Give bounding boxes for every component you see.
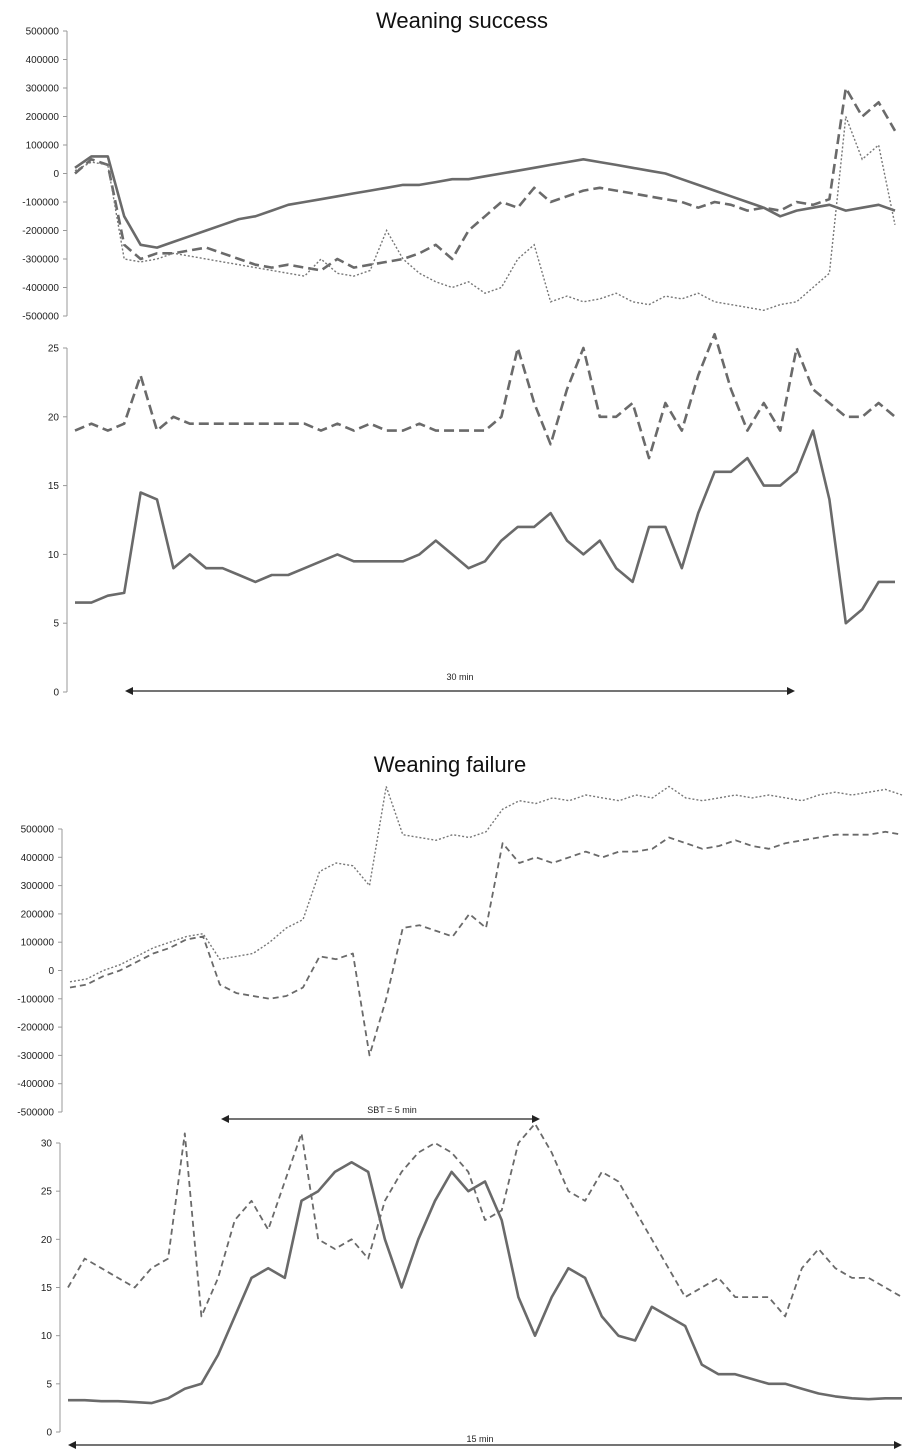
series-line-solid — [74, 155, 896, 249]
y-tick-label: 500000 — [26, 27, 60, 38]
chart-failure-bottom: 30 25 20 15 10 5 0 15 min — [41, 1122, 903, 1449]
duration-label: SBT = 5 min — [367, 1105, 417, 1115]
arrow-head-left — [125, 687, 133, 695]
y-tick-label: 100000 — [26, 141, 60, 152]
title-weaning-failure: Weaning failure — [374, 752, 526, 777]
y-tick-label: 15 — [41, 1283, 53, 1294]
arrow-head-left — [68, 1441, 76, 1449]
y-tick-label: 10 — [48, 550, 60, 561]
series-line-dash — [69, 830, 903, 1057]
y-tick-label: 5 — [53, 619, 59, 630]
y-tick-label: 0 — [53, 688, 59, 699]
y-tick-label: -400000 — [17, 1079, 54, 1090]
y-tick-label: -100000 — [17, 994, 54, 1005]
series-line-solid — [68, 1161, 902, 1405]
series-line-dot — [74, 116, 896, 312]
y-tick-label: 0 — [53, 169, 59, 180]
y-tick-label: 500000 — [21, 825, 55, 836]
arrow-head-left — [221, 1115, 229, 1123]
y-tick-label: -300000 — [22, 255, 59, 266]
y-tick-label: -500000 — [22, 312, 59, 323]
chart-failure-top: 500000 400000 300000 200000 100000 0 -100000 -2… — [17, 785, 903, 1123]
series-line-dash — [74, 332, 896, 460]
y-tick-label: 300000 — [26, 84, 60, 95]
series-line-solid — [75, 429, 895, 625]
y-tick-label: 400000 — [26, 55, 60, 66]
y-tick-label: -200000 — [17, 1023, 54, 1034]
arrow-head-right — [532, 1115, 540, 1123]
y-tick-label: 0 — [46, 1428, 52, 1439]
y-tick-label: 200000 — [21, 909, 55, 920]
y-tick-label: 400000 — [21, 853, 55, 864]
chart-success-top: 500000 400000 300000 200000 100000 0 -100000 -2… — [22, 27, 897, 323]
chart-success-bottom: 25 20 15 10 5 0 30 min — [48, 332, 896, 699]
y-tick-label: 30 — [41, 1139, 53, 1150]
arrow-head-right — [787, 687, 795, 695]
y-tick-label: 25 — [41, 1187, 53, 1198]
duration-label: 15 min — [466, 1434, 493, 1444]
duration-label: 30 min — [446, 672, 473, 682]
series-line-dash — [67, 1122, 903, 1318]
y-tick-label: -500000 — [17, 1108, 54, 1119]
y-tick-label: -200000 — [22, 226, 59, 237]
series-line-dot — [69, 785, 903, 983]
y-tick-label: 20 — [41, 1235, 53, 1246]
y-tick-label: 200000 — [26, 112, 60, 123]
y-tick-label: 300000 — [21, 881, 55, 892]
y-tick-label: 100000 — [21, 938, 55, 949]
series-line-dash — [74, 86, 897, 272]
y-tick-label: 5 — [46, 1379, 52, 1390]
y-tick-label: -300000 — [17, 1051, 54, 1062]
title-weaning-success: Weaning success — [376, 8, 548, 33]
arrow-head-right — [894, 1441, 902, 1449]
y-tick-label: 15 — [48, 481, 60, 492]
y-tick-label: 25 — [48, 344, 60, 355]
y-tick-label: 10 — [41, 1331, 53, 1342]
y-tick-label: 0 — [48, 966, 54, 977]
y-tick-label: 20 — [48, 412, 60, 423]
y-tick-label: -400000 — [22, 283, 59, 294]
y-tick-label: -100000 — [22, 198, 59, 209]
